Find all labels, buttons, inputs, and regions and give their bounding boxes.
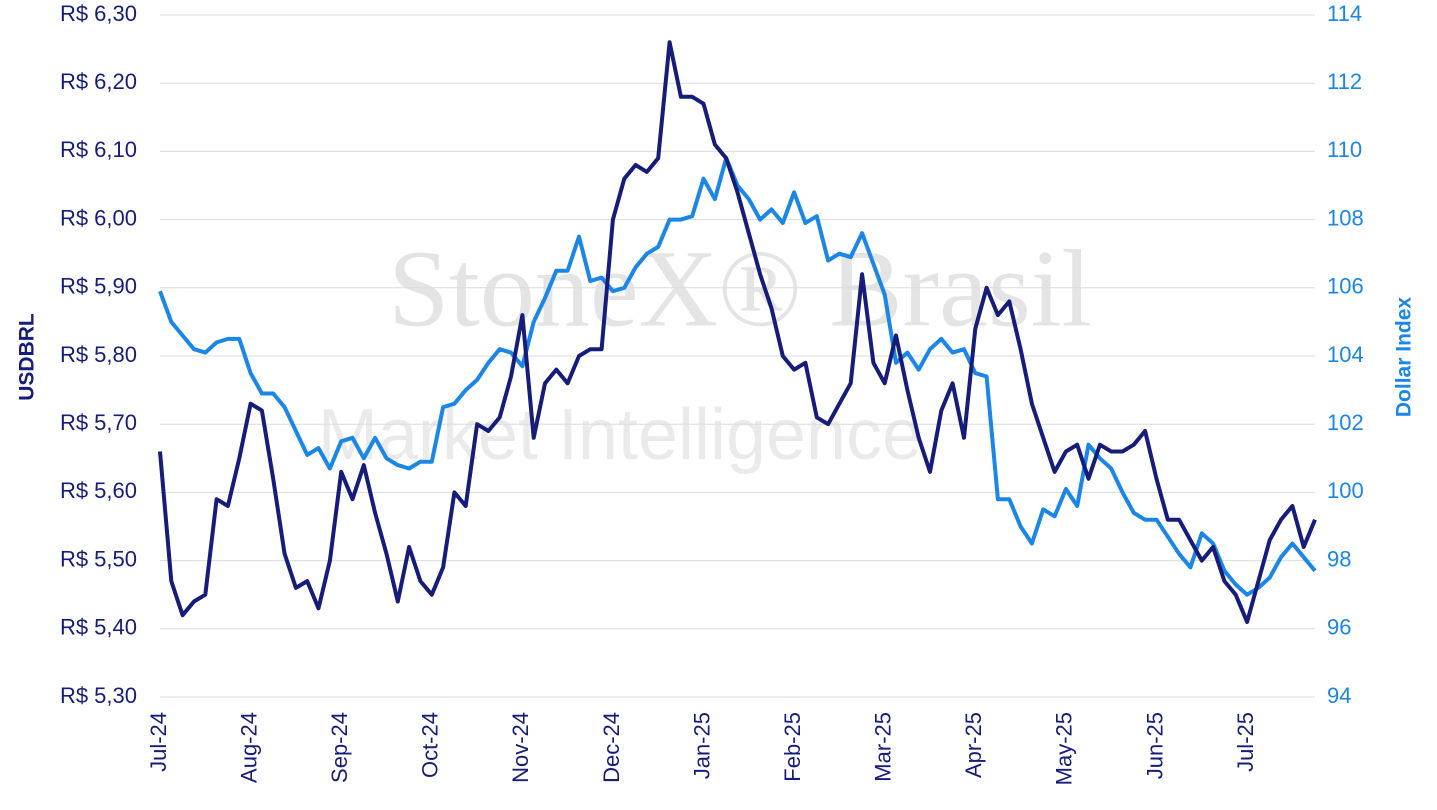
watermark: Market Intelligence — [318, 395, 922, 475]
y-tick-label: R$ 6,20 — [60, 69, 137, 94]
y2-tick-label: 96 — [1327, 615, 1351, 640]
x-tick-label: Jan-25 — [689, 712, 714, 779]
x-tick-label: Jul-24 — [146, 712, 171, 772]
y-tick-label: R$ 5,30 — [60, 683, 137, 708]
y2-tick-label: 110 — [1327, 137, 1362, 162]
x-tick-label: Dec-24 — [599, 712, 624, 783]
y2-tick-label: 114 — [1327, 1, 1362, 26]
series-line — [158, 40, 1317, 624]
x-tick-label: Feb-25 — [780, 712, 805, 782]
x-tick-label: Oct-24 — [418, 712, 443, 778]
x-tick-label: Nov-24 — [508, 712, 533, 783]
y-tick-label: R$ 5,80 — [60, 342, 137, 367]
x-tick-label: Sep-24 — [327, 712, 352, 783]
y-tick-label: R$ 5,60 — [60, 478, 137, 503]
series-line — [158, 156, 1317, 597]
y-tick-label: R$ 5,90 — [60, 274, 137, 299]
y-tick-label: R$ 6,30 — [60, 1, 137, 26]
y-tick-label: R$ 6,10 — [60, 137, 137, 162]
x-tick-label: Mar-25 — [871, 712, 896, 782]
y2-axis-title: Dollar Index — [1393, 297, 1416, 418]
x-tick-label: May-25 — [1052, 712, 1077, 785]
x-tick-label: Jun-25 — [1142, 712, 1167, 779]
y2-tick-label: 102 — [1327, 410, 1364, 435]
x-tick-label: Apr-25 — [961, 712, 986, 778]
x-tick-label: Jul-25 — [1233, 712, 1258, 772]
y-tick-label: R$ 6,00 — [60, 205, 137, 230]
y2-tick-label: 106 — [1327, 274, 1364, 299]
y2-tick-label: 104 — [1327, 342, 1364, 367]
y2-tick-label: 108 — [1327, 205, 1364, 230]
y-tick-label: R$ 5,50 — [60, 546, 137, 571]
y-tick-label: R$ 5,70 — [60, 410, 137, 435]
y2-tick-label: 112 — [1327, 69, 1362, 94]
y2-tick-label: 94 — [1327, 683, 1351, 708]
y2-tick-label: 98 — [1327, 546, 1351, 571]
y-tick-label: R$ 5,40 — [60, 615, 137, 640]
x-tick-label: Aug-24 — [236, 712, 261, 783]
y2-tick-label: 100 — [1327, 478, 1364, 503]
y-axis-title: USDBRL — [16, 313, 39, 401]
